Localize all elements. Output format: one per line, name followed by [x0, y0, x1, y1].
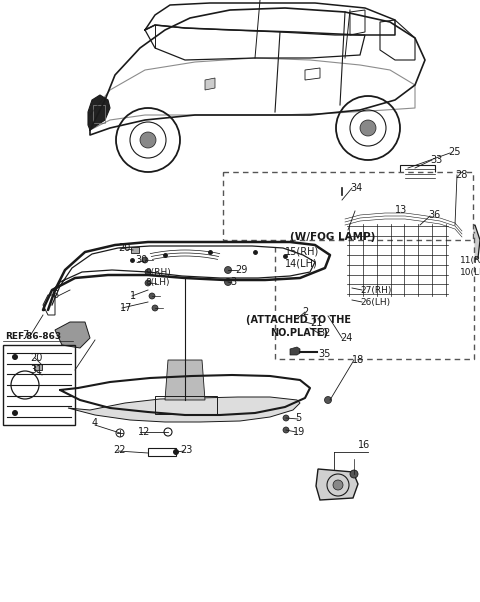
Bar	[93, 105, 105, 123]
Circle shape	[283, 427, 289, 433]
Text: 16: 16	[358, 440, 370, 450]
Polygon shape	[452, 225, 480, 260]
Bar	[345, 222, 450, 298]
Circle shape	[173, 449, 179, 455]
Text: 17: 17	[120, 303, 132, 313]
Text: 7: 7	[22, 330, 28, 340]
Polygon shape	[68, 397, 300, 422]
Text: 13: 13	[395, 205, 407, 215]
Polygon shape	[345, 210, 462, 235]
Text: 19: 19	[293, 427, 305, 437]
Text: (ATTACHED TO THE: (ATTACHED TO THE	[246, 315, 351, 325]
Text: REF.86-863: REF.86-863	[5, 332, 61, 341]
Text: 36: 36	[428, 210, 440, 220]
Bar	[148, 448, 176, 456]
Circle shape	[360, 120, 376, 136]
Circle shape	[305, 317, 311, 323]
Polygon shape	[290, 347, 300, 355]
Text: 29: 29	[235, 265, 247, 275]
Bar	[3, 345, 75, 425]
Polygon shape	[55, 322, 90, 348]
Circle shape	[323, 309, 327, 314]
Circle shape	[145, 269, 151, 275]
Bar	[155, 396, 217, 414]
Text: 31: 31	[30, 365, 42, 375]
Text: 32: 32	[318, 328, 330, 338]
Text: 33: 33	[430, 155, 442, 165]
Circle shape	[12, 354, 18, 360]
Text: 6: 6	[52, 290, 58, 300]
Circle shape	[324, 397, 332, 403]
Text: 12: 12	[138, 427, 150, 437]
Circle shape	[296, 315, 300, 320]
Circle shape	[225, 267, 231, 273]
FancyBboxPatch shape	[223, 172, 473, 240]
Text: 14(LH): 14(LH)	[285, 259, 318, 269]
Circle shape	[350, 470, 358, 478]
Circle shape	[283, 415, 289, 421]
Text: NO.PLATE): NO.PLATE)	[270, 328, 328, 338]
Text: 8(LH): 8(LH)	[145, 279, 169, 288]
Text: 27(RH): 27(RH)	[360, 285, 391, 294]
Text: 24: 24	[340, 333, 352, 343]
Polygon shape	[34, 364, 42, 370]
Circle shape	[149, 293, 155, 299]
Circle shape	[12, 410, 18, 416]
Polygon shape	[290, 312, 320, 336]
Text: 9(RH): 9(RH)	[145, 267, 171, 276]
Circle shape	[140, 132, 156, 148]
Text: 20: 20	[30, 353, 42, 363]
Text: 20: 20	[118, 243, 131, 253]
Polygon shape	[165, 360, 205, 400]
Polygon shape	[88, 95, 110, 130]
Text: 3: 3	[230, 277, 236, 287]
Circle shape	[333, 480, 343, 490]
Circle shape	[142, 257, 148, 263]
Text: 28: 28	[455, 170, 468, 180]
Text: 11(RH): 11(RH)	[460, 255, 480, 264]
Text: 22: 22	[113, 445, 125, 455]
Text: 2: 2	[302, 307, 308, 317]
Bar	[400, 165, 435, 183]
Polygon shape	[205, 78, 215, 90]
Text: 30: 30	[135, 255, 147, 265]
Polygon shape	[316, 469, 358, 500]
Circle shape	[152, 305, 158, 311]
Text: 34: 34	[350, 183, 362, 193]
Bar	[348, 225, 447, 295]
Text: 25: 25	[448, 147, 460, 157]
Text: 5: 5	[295, 413, 301, 423]
Text: 21: 21	[310, 318, 323, 328]
Text: 35: 35	[318, 349, 330, 359]
Circle shape	[145, 280, 151, 286]
Circle shape	[225, 279, 231, 285]
Text: 23: 23	[180, 445, 192, 455]
Text: 26(LH): 26(LH)	[360, 297, 390, 306]
Polygon shape	[131, 247, 139, 253]
Text: 4: 4	[92, 418, 98, 428]
FancyBboxPatch shape	[275, 232, 474, 359]
Circle shape	[313, 314, 319, 318]
Text: 10(LH): 10(LH)	[460, 267, 480, 276]
Text: 18: 18	[352, 355, 364, 365]
Text: (W/FOG LAMP): (W/FOG LAMP)	[290, 232, 375, 242]
Polygon shape	[295, 305, 310, 323]
Text: 15(RH): 15(RH)	[285, 247, 319, 257]
Text: 1: 1	[130, 291, 136, 301]
